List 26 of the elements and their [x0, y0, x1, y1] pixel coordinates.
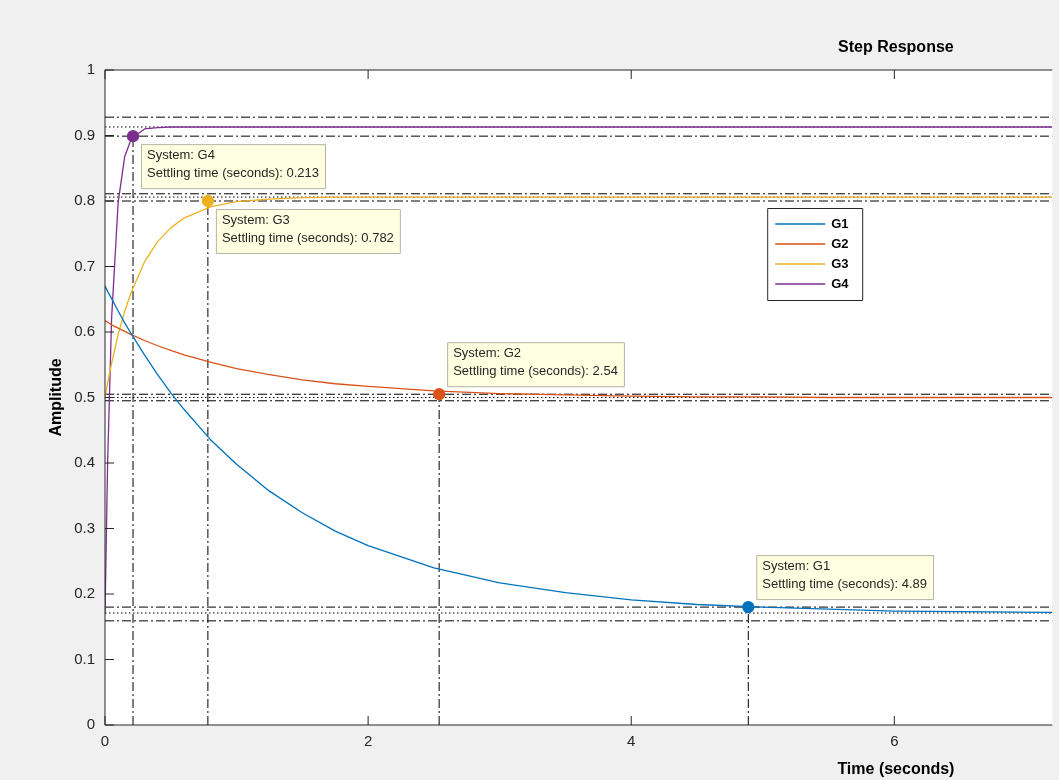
y-tick-label: 0.7: [74, 256, 95, 274]
legend-label: G2: [831, 235, 849, 251]
y-tick-label: 0.4: [74, 453, 95, 471]
y-tick-label: 0.8: [74, 191, 95, 209]
y-tick-label: 1: [86, 60, 95, 78]
legend-label: G3: [831, 255, 849, 271]
y-axis-title: Amplitude: [47, 358, 65, 437]
legend-label: G4: [831, 275, 850, 291]
legend-label: G1: [831, 215, 849, 231]
y-tick-label: 0.5: [74, 387, 95, 405]
x-tick-label: 0: [100, 732, 110, 750]
y-tick-label: 0: [86, 715, 95, 733]
x-tick-label: 2: [363, 732, 373, 750]
y-tick-label: 0.9: [74, 125, 95, 143]
x-axis-title: Time (seconds): [837, 760, 955, 778]
y-tick-label: 0.1: [74, 649, 95, 667]
annotation: System: G2 Settling time (seconds): 2.54: [453, 345, 618, 379]
y-tick-label: 0.2: [74, 584, 95, 602]
x-tick-label: 4: [627, 732, 636, 750]
annotation: System: G4 Settling time (seconds): 0.213: [147, 147, 320, 181]
annotation: System: G3 Settling time (seconds): 0.782: [221, 212, 394, 246]
y-tick-label: 0.3: [74, 518, 95, 536]
x-tick-label: 6: [890, 732, 899, 750]
y-tick-label: 0.6: [74, 322, 95, 340]
chart-title: Step Response: [838, 38, 954, 56]
annotation: System: G1 Settling time (seconds): 4.89: [762, 558, 928, 592]
